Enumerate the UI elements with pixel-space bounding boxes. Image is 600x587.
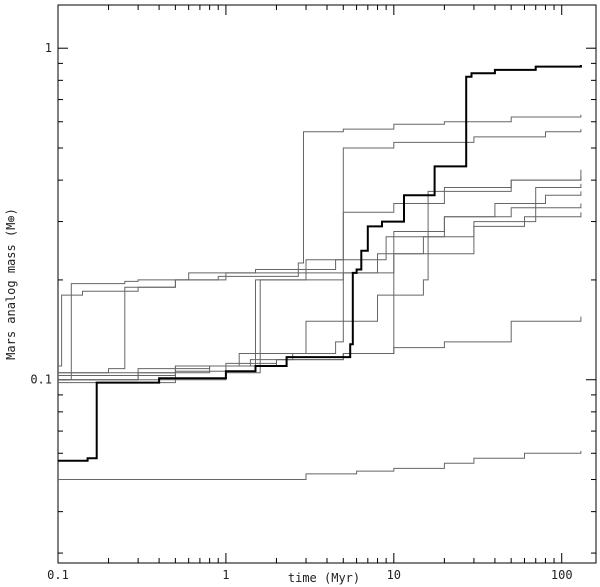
series-line <box>58 114 582 367</box>
x-tick-label: 100 <box>551 568 573 582</box>
x-axis-label: time (Myr) <box>288 571 360 585</box>
series-line <box>58 191 582 374</box>
x-tick-label: 10 <box>387 568 401 582</box>
series-line <box>58 129 582 381</box>
y-axis-label: Mars analog mass (M⊕) <box>4 208 18 360</box>
series-line <box>58 169 582 381</box>
series-line <box>58 316 582 376</box>
tick-labels: 0.1 1 10 100 0.1 1 <box>30 41 572 582</box>
y-tick-label: 1 <box>45 41 52 55</box>
series-line <box>58 450 582 480</box>
series-group <box>58 65 582 480</box>
series-line <box>58 176 582 381</box>
series-line <box>58 183 582 384</box>
y-tick-label: 0.1 <box>30 373 52 387</box>
series-line-highlighted <box>58 65 582 462</box>
x-tick-label: 0.1 <box>47 568 69 582</box>
series-line <box>58 212 582 381</box>
axis-ticks <box>57 5 596 563</box>
series-line <box>58 203 582 374</box>
x-tick-label: 1 <box>222 568 229 582</box>
